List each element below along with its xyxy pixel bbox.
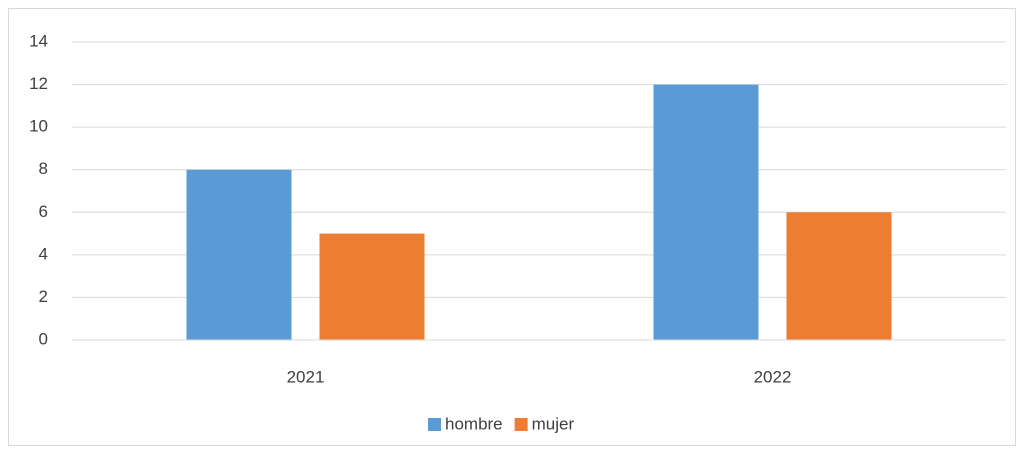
bar <box>786 212 892 340</box>
legend-swatch <box>514 418 528 431</box>
y-tick-label: 8 <box>39 159 48 178</box>
y-tick-label: 0 <box>39 329 48 348</box>
x-tick-label: 2022 <box>754 367 792 386</box>
legend-swatch <box>428 418 441 431</box>
y-tick-label: 6 <box>39 202 48 221</box>
legend-label: mujer <box>532 414 575 433</box>
y-tick-label: 10 <box>29 117 48 136</box>
bar <box>653 84 759 340</box>
y-tick-label: 2 <box>39 287 48 306</box>
x-tick-label: 2021 <box>287 367 325 386</box>
bar <box>186 169 292 340</box>
bar <box>319 233 425 340</box>
y-tick-label: 12 <box>29 74 48 93</box>
y-tick-label: 4 <box>39 244 48 263</box>
y-tick-label: 14 <box>29 31 48 50</box>
legend-label: hombre <box>445 414 503 433</box>
